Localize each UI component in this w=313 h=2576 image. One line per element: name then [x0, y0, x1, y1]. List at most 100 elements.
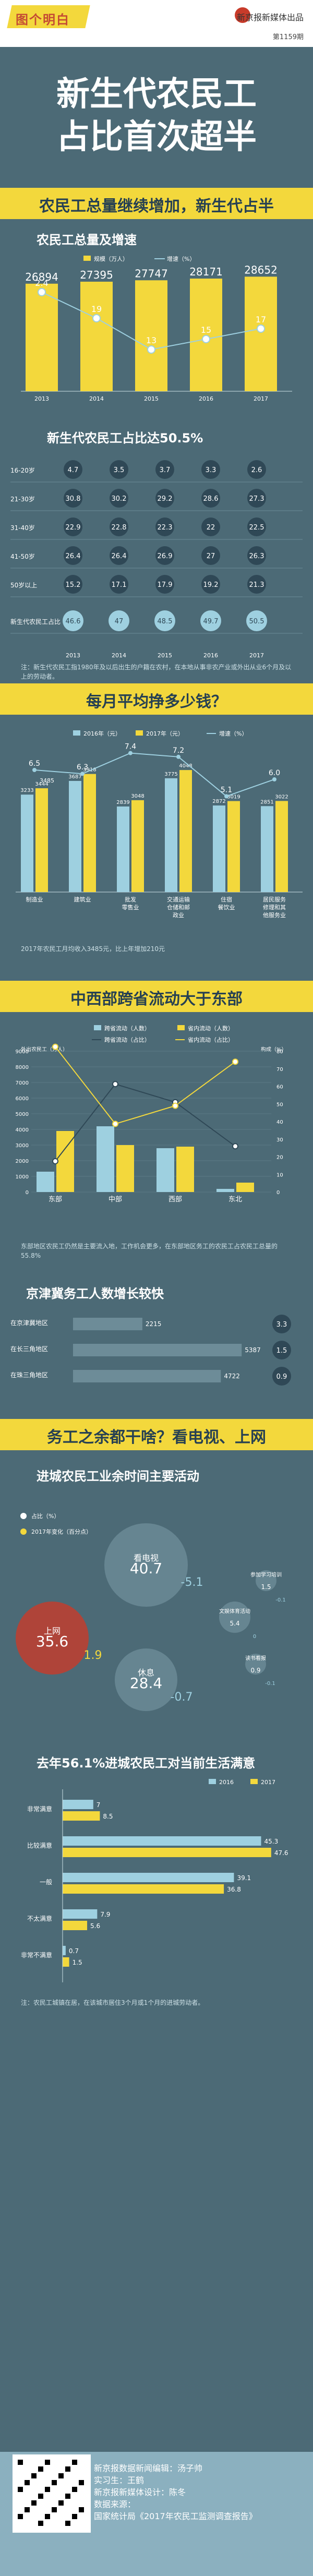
ytick-right: 80 [276, 1049, 283, 1055]
value-circle [64, 460, 82, 479]
activity-circle [115, 1648, 177, 1711]
bar-2016-label: 7.9 [100, 1911, 110, 1918]
activity-circle [245, 1654, 266, 1675]
main-title-line-2: 占比首次超半 [56, 117, 257, 157]
chart-title-1: 农民工总量及增速 [37, 233, 137, 247]
value-label: 22.8 [112, 524, 127, 532]
qr-cell [25, 2480, 30, 2485]
category-label: 非常不满意 [21, 1951, 52, 1959]
rate-point [38, 288, 46, 296]
bar-2017 [35, 788, 48, 892]
bar-2016 [165, 778, 177, 892]
intra-share-point [232, 1058, 238, 1065]
x-tick-label: 他服务业 [263, 912, 286, 919]
section-title-2: 每月平均挣多少钱？ [86, 693, 227, 711]
value-circle [247, 517, 266, 536]
rate-point [202, 335, 210, 343]
legend-size-swatch [83, 256, 91, 261]
qr-cell [38, 2466, 43, 2472]
value-label: 48.5 [158, 618, 173, 625]
value-label: 29.2 [158, 495, 173, 503]
value-label: 50.5 [249, 618, 264, 625]
bar-cross [156, 1148, 174, 1192]
qr-cell [31, 2473, 37, 2478]
value-circle [109, 610, 129, 631]
value-label: 22.9 [66, 524, 81, 532]
bar-intra [176, 1147, 194, 1192]
rate-line [34, 752, 275, 797]
chart-title-5: 京津冀务工人数增长较快 [26, 1286, 164, 1301]
value-circle [200, 610, 221, 631]
ytick-right: 0 [276, 1190, 280, 1196]
ytick-right: 60 [276, 1085, 283, 1090]
logo-icon [235, 7, 250, 23]
x-tick-label: 交通运输 [167, 896, 190, 903]
ytick-left: 5000 [16, 1112, 29, 1117]
rate-label: 0.9 [276, 1373, 287, 1381]
value-label: 26.3 [249, 552, 264, 560]
bar-2016 [117, 806, 129, 892]
value-label: 49.7 [203, 618, 219, 625]
ytick-left: 8000 [16, 1065, 29, 1070]
bar-2017-label: 47.6 [274, 1849, 288, 1857]
activity-circle [256, 1570, 276, 1591]
value-circle [155, 489, 174, 508]
chart-5: 在京津冀地区 2215 3.3 在长三角地区 5387 1.5 在珠三角地区 4722 0.9 [10, 1315, 291, 1386]
legend-2016: 2016 [219, 1779, 234, 1786]
value-label: 28.6 [203, 495, 219, 503]
legend-change: 2017年变化（百分点） [31, 1528, 92, 1535]
x-tick-label: 居民服务 [263, 896, 286, 903]
bar-2016 [63, 1909, 98, 1919]
bar-size-label: 28652 [244, 263, 278, 276]
x-tick-label: 中部 [109, 1196, 122, 1203]
legend-2017-swatch [136, 730, 143, 736]
ytick-left: 1000 [16, 1174, 29, 1180]
legend-2017: 2017 [261, 1779, 275, 1786]
x-tick-label: 东北 [228, 1196, 242, 1203]
rate-point [147, 345, 155, 354]
bar-2017-label: 3444 [35, 781, 48, 787]
activity-change: -5.1 [181, 1576, 203, 1589]
x-tick-label: 仓储和邮 [167, 904, 190, 911]
value-label: 26.9 [158, 552, 173, 560]
rate-label: 13 [146, 335, 156, 345]
cross-share-line [55, 1083, 236, 1162]
section-title-1: 农民工总量继续增加，新生代占半 [39, 197, 274, 215]
value-circle [155, 517, 174, 536]
rate-label: 6.3 [77, 763, 88, 772]
x-tick-label: 政业 [173, 911, 184, 919]
rate-label: 3.3 [276, 1321, 287, 1329]
x-tick-label: 零售业 [122, 904, 139, 911]
value-circle [110, 575, 128, 594]
ytick-right: 40 [276, 1120, 283, 1125]
col-label: 2016 [203, 652, 218, 659]
activity-value: 40.7 [130, 1560, 162, 1577]
bar-2016-label: 7 [97, 1801, 101, 1809]
qr-cell [45, 2514, 50, 2519]
value-label: 30.2 [112, 495, 127, 503]
legend-a-swatch [94, 1025, 101, 1030]
legend-b-swatch [177, 1025, 185, 1030]
bar-intra [236, 1183, 254, 1192]
rate-label: 19 [91, 304, 102, 314]
bar-2016 [63, 1873, 234, 1882]
value-circle [110, 517, 128, 536]
rate-point [257, 324, 265, 333]
ytick-left: 6000 [16, 1096, 29, 1102]
value-circle [155, 546, 174, 565]
ytick-right: 50 [276, 1102, 283, 1108]
qr-cell [18, 2487, 23, 2492]
bar-cross [216, 1189, 234, 1192]
activity-value: 5.4 [230, 1620, 239, 1627]
value-circle [247, 460, 266, 479]
bar-size-label: 28171 [189, 266, 223, 278]
rate-label: 7.4 [125, 743, 136, 751]
count-bar [73, 1370, 221, 1382]
qr-cell [79, 2507, 84, 2512]
legend-rate: 增速（%） [219, 730, 247, 737]
value-label: 46.6 [66, 618, 81, 625]
bar-2017-label: 1.5 [73, 1959, 82, 1966]
activity-change: -0.7 [171, 1691, 193, 1704]
footer-line-3: 新京报新媒体设计：陈冬 [94, 2487, 186, 2497]
